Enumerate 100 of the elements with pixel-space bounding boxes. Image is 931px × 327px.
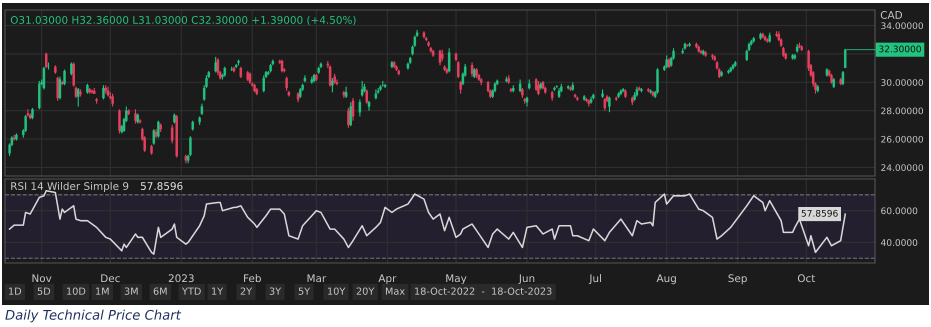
text: Max	[386, 288, 405, 295]
candlestick	[473, 68, 476, 79]
x-tick-label: 2023	[168, 274, 194, 282]
chart-subtitle: 57.8596	[140, 182, 183, 190]
text: 20Y	[356, 287, 374, 295]
x-tick-label: Jul	[588, 274, 601, 284]
candlestick	[656, 68, 659, 94]
candlestick	[86, 83, 89, 94]
y-tick-label: 34.00000	[881, 22, 924, 30]
candlestick	[604, 97, 606, 112]
candlestick	[360, 80, 364, 98]
x-tick-label: Apr	[378, 274, 396, 284]
candlestick	[262, 74, 265, 93]
candlestick	[191, 120, 194, 132]
candlestick	[521, 87, 524, 99]
x-tick-label: Feb	[244, 274, 261, 282]
candlestick	[44, 52, 48, 69]
candlestick	[170, 124, 174, 144]
x-tick-label: May	[446, 274, 466, 284]
y-tick-label: 60.0000	[881, 207, 918, 214]
candlestick	[668, 58, 670, 69]
text: 3M	[124, 287, 138, 295]
candlestick	[352, 97, 354, 122]
text: O31.03000 H32.36000 L31.03000 C32.30000 +1.39000 (+4.50%)	[10, 16, 356, 26]
candlestick	[459, 80, 462, 94]
candlestick	[200, 103, 204, 116]
annotation: 57.8596	[802, 210, 838, 217]
candlestick	[173, 113, 176, 124]
text: 1D	[9, 288, 22, 295]
y-tick-label: 40.0000	[880, 239, 918, 246]
candlestick	[150, 144, 153, 156]
candlestick	[344, 86, 348, 99]
candlestick	[328, 64, 332, 88]
candlestick	[608, 96, 611, 113]
candlestick	[518, 78, 522, 93]
candlestick	[686, 43, 689, 48]
candlestick	[296, 92, 300, 103]
candlestick	[347, 107, 350, 128]
x-tick-label: Aug	[656, 274, 676, 284]
candlestick	[470, 62, 474, 78]
x-tick-label: Dec	[101, 274, 120, 282]
candlestick	[475, 68, 478, 79]
candlestick	[106, 86, 110, 98]
candlestick	[157, 120, 160, 138]
candlestick	[842, 70, 844, 86]
candlestick	[224, 66, 226, 78]
candlestick	[31, 107, 34, 120]
candlestick	[70, 62, 73, 76]
y-tick-label: 30.00000	[881, 79, 924, 86]
candlestick	[102, 84, 105, 100]
candlestick	[441, 49, 444, 62]
candlestick	[550, 90, 554, 102]
candlestick	[246, 70, 249, 82]
x-tick-label: Oct	[798, 274, 816, 282]
candlestick	[374, 88, 378, 100]
candlestick	[136, 113, 140, 124]
text: 1M	[96, 288, 109, 295]
text: 5Y	[298, 288, 310, 295]
candlestick	[768, 32, 771, 44]
candlestick	[77, 87, 80, 108]
y-tick-label: 28.00000	[881, 107, 924, 114]
text: 10Y	[328, 287, 346, 295]
candlestick	[248, 72, 252, 84]
chart-title: RSI 14 Wilder Simple 9	[11, 182, 128, 192]
text: 6M	[154, 287, 167, 295]
candlestick	[72, 62, 75, 88]
candlestick	[299, 87, 302, 99]
candlestick	[528, 78, 531, 90]
candlestick	[358, 98, 362, 117]
candlestick	[558, 87, 560, 99]
candlestick	[365, 88, 368, 104]
text: 2Y	[240, 287, 252, 295]
candlestick	[534, 78, 538, 92]
candlestick	[152, 128, 156, 146]
y-axis-title: CAD	[880, 11, 902, 19]
candlestick	[240, 66, 242, 79]
text: 3Y	[270, 287, 282, 295]
candlestick	[830, 73, 833, 84]
x-tick-label: Nov	[32, 274, 52, 282]
candlestick	[526, 96, 528, 108]
text: 10D	[67, 287, 86, 295]
x-tick-label: Sep	[728, 274, 747, 284]
candlestick	[333, 73, 336, 84]
text: Daily Technical Price Chart	[5, 310, 182, 322]
candlestick	[438, 49, 442, 66]
y-tick-label: 26.00000	[881, 136, 924, 143]
text: 5D	[38, 288, 50, 295]
candlestick	[537, 80, 540, 96]
candlestick	[349, 102, 352, 127]
candlestick	[74, 86, 78, 99]
candlestick	[457, 60, 460, 79]
candlestick	[111, 93, 114, 108]
x-tick-label: Mar	[308, 274, 326, 282]
text: 32.30000	[879, 46, 921, 52]
candlestick	[42, 66, 46, 90]
candlestick	[285, 76, 288, 92]
x-tick-label: Jun	[518, 274, 534, 284]
candlestick	[782, 46, 785, 58]
y-tick-label: 24.00000	[881, 164, 924, 172]
text: 1Y	[212, 288, 224, 295]
